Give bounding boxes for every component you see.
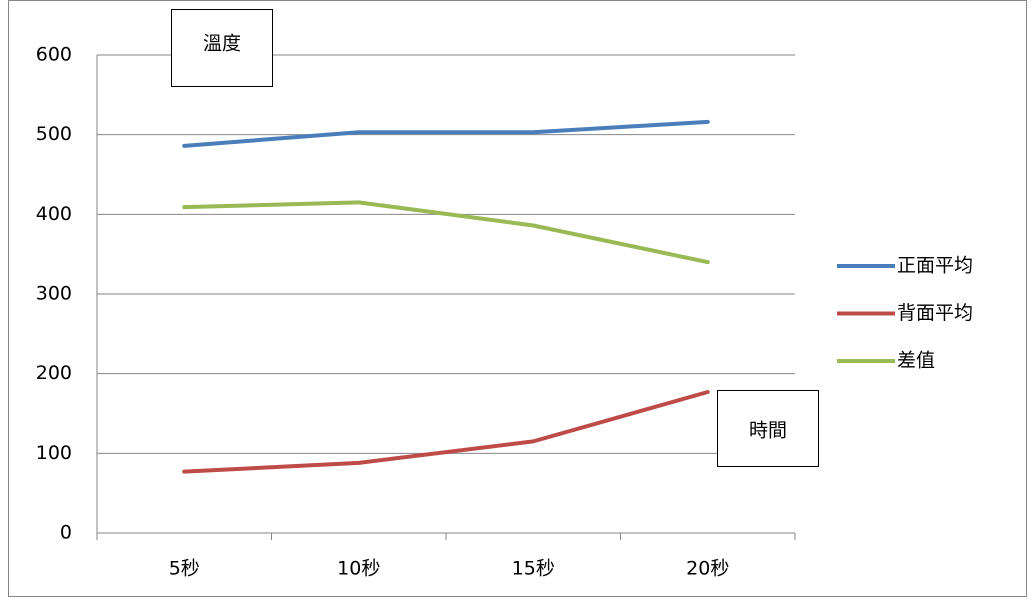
series-line: [182, 119, 710, 148]
y-tick-label: 400: [36, 203, 72, 225]
series-line: [182, 389, 710, 474]
y-tick-label: 100: [36, 442, 72, 464]
y-tick-label: 500: [36, 123, 72, 145]
legend-label: 背面平均: [897, 302, 973, 324]
x-tick-label: 20秒: [686, 558, 729, 580]
x-tick-label: 10秒: [337, 558, 380, 580]
annotation-box: [171, 9, 273, 87]
y-axis-annotation: 溫度: [203, 33, 241, 55]
plot-area: 0 100 200 300 400 500 600 5秒 10秒 15秒 20秒: [36, 44, 796, 580]
annotation-box: [717, 390, 819, 467]
y-tick-label: 0: [60, 522, 72, 544]
chart-border: [8, 0, 1027, 597]
legend-label: 正面平均: [897, 255, 973, 277]
series-line: [182, 200, 710, 265]
x-tick-label: 15秒: [512, 558, 555, 580]
x-axis-annotation: 時間: [749, 420, 787, 442]
y-tick-label: 200: [36, 362, 72, 384]
y-tick-label: 600: [36, 44, 72, 66]
legend-label: 差值: [897, 350, 935, 372]
y-tick-label: 300: [36, 283, 72, 305]
x-tick-label: 5秒: [169, 558, 200, 580]
